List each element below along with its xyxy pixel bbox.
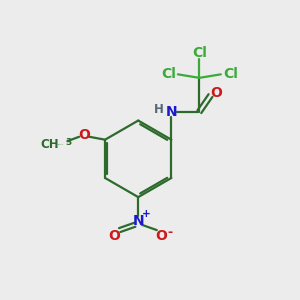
Text: H: H (154, 103, 164, 116)
Text: CH: CH (40, 138, 59, 151)
Text: Cl: Cl (161, 67, 176, 81)
Text: O: O (78, 128, 90, 142)
Text: O: O (155, 229, 167, 243)
Text: methoxy: methoxy (58, 143, 64, 145)
Text: -: - (167, 226, 172, 238)
Text: +: + (142, 208, 150, 219)
Text: O: O (109, 229, 121, 243)
Text: Cl: Cl (223, 67, 238, 81)
Text: N: N (132, 214, 144, 228)
Text: N: N (166, 105, 177, 119)
Text: 3: 3 (65, 138, 71, 147)
Text: Cl: Cl (192, 46, 207, 59)
Text: O: O (210, 85, 222, 100)
